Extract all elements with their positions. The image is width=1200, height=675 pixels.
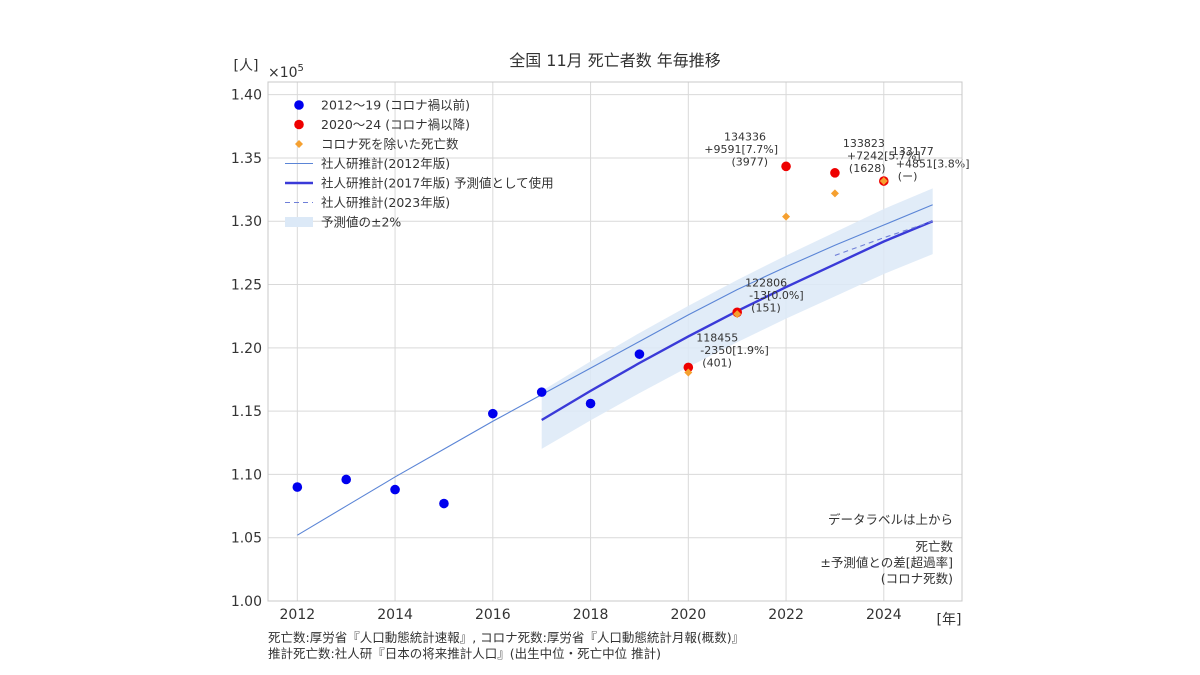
y-tick-label: 1.35 xyxy=(231,151,262,167)
x-tick-label: 2022 xyxy=(768,607,804,623)
data-label-line: (ー) xyxy=(898,170,918,183)
point-pre-covid xyxy=(634,349,645,359)
series-line-p2012 xyxy=(297,204,933,536)
legend-label: 社人研推計(2012年版) xyxy=(321,156,450,171)
data-label-line: (401) xyxy=(702,356,732,369)
data-label-line: (1628) xyxy=(849,162,886,175)
x-tick-label: 2014 xyxy=(377,607,413,623)
prediction-band xyxy=(541,188,933,449)
legend-label: コロナ死を除いた死亡数 xyxy=(321,137,459,152)
data-label-line: +7242[5.7%] xyxy=(847,149,921,162)
x-tick-label: 2024 xyxy=(866,607,902,623)
point-post-covid xyxy=(683,362,694,373)
note-box: データラベルは上から 死亡数 ±予測値との差[超過率] (コロナ死数) xyxy=(820,512,953,586)
point-excluding-covid xyxy=(830,189,839,198)
data-label-line: 134336 xyxy=(724,130,766,143)
point-post-covid xyxy=(781,161,791,172)
point-pre-covid xyxy=(292,482,303,492)
x-tick-label: 2018 xyxy=(573,607,609,623)
y-multiplier-base: ×10 xyxy=(268,65,298,81)
data-label-line: +9591[7.7%] xyxy=(704,143,778,156)
point-pre-covid xyxy=(390,484,400,495)
legend-marker xyxy=(294,119,304,130)
x-tick-label: 2012 xyxy=(280,607,316,623)
legend-label: 社人研推計(2023年版) xyxy=(321,195,450,210)
y-tick-label: 1.40 xyxy=(231,88,262,104)
data-points-layer xyxy=(292,161,889,509)
legend-label: 2012～19 (コロナ禍以前) xyxy=(321,98,470,113)
y-tick-label: 1.30 xyxy=(231,214,262,230)
data-label-line: 122806 xyxy=(745,276,787,289)
point-excluding-covid xyxy=(733,310,742,319)
y-tick-label: 1.25 xyxy=(231,278,262,294)
data-label-line: -13[0.0%] xyxy=(749,289,804,302)
note-line: 死亡数 xyxy=(915,539,953,554)
y-tick-label: 1.00 xyxy=(231,594,262,610)
y-multiplier-exponent: 5 xyxy=(298,63,304,74)
point-excluding-covid xyxy=(684,368,693,377)
source-line: 推計死亡数:社人研『日本の将来推計人口』(出生中位・死亡中位 推計) xyxy=(268,646,661,661)
legend-label: 予測値の±2% xyxy=(321,215,401,230)
x-axis-label: [年] xyxy=(937,612,962,628)
data-label-line: (151) xyxy=(751,301,781,314)
point-pre-covid xyxy=(536,387,547,397)
point-pre-covid xyxy=(341,474,351,485)
data-label-line: -2350[1.9%] xyxy=(700,344,769,357)
y-tick-label: 1.15 xyxy=(231,404,262,420)
data-label-line: (3977) xyxy=(731,155,768,168)
note-line: ±予測値との差[超過率] xyxy=(820,555,953,570)
data-label-line: 133823 xyxy=(843,137,885,150)
y-tick-label: 1.10 xyxy=(231,467,262,483)
x-tick-label: 2020 xyxy=(670,607,706,623)
point-excluding-covid xyxy=(879,176,888,185)
y-tick-label: 1.05 xyxy=(231,531,262,547)
point-post-covid xyxy=(830,168,840,178)
point-excluding-covid xyxy=(782,212,791,221)
plot-frame xyxy=(267,81,963,602)
point-pre-covid xyxy=(585,398,596,409)
data-label-line: 118455 xyxy=(696,331,738,344)
note-header: データラベルは上から xyxy=(828,512,953,527)
axes-layer: 2012 2014 2016 2018 2020 2022 2024 1.00 1.05 1.10… xyxy=(231,81,963,623)
point-pre-covid xyxy=(488,408,498,419)
chart-title: 全国 11月 死亡者数 年毎推移 xyxy=(509,51,721,70)
legend-marker xyxy=(295,140,303,148)
y-multiplier: ×105 xyxy=(268,63,304,81)
data-label-line: +4851[3.8%] xyxy=(896,158,970,171)
data-label-line: 133177 xyxy=(892,145,934,158)
legend-marker xyxy=(294,100,304,110)
legend-marker xyxy=(285,217,313,227)
legend: 2012～19 (コロナ禍以前) 2020～24 (コロナ禍以降) コロナ死を除いた… xyxy=(285,98,554,230)
note-line: (コロナ死数) xyxy=(881,571,953,586)
legend-label: 社人研推計(2017年版) 予測値として使用 xyxy=(321,176,554,191)
source-line: 死亡数:厚労省『人口動態統計速報』, コロナ死数:厚労省『人口動態統計月報(概数… xyxy=(268,630,744,645)
point-pre-covid xyxy=(439,498,449,509)
y-axis-label: [人] xyxy=(234,58,259,74)
prediction-band-layer xyxy=(541,188,933,449)
legend-label: 2020～24 (コロナ禍以降) xyxy=(321,117,470,132)
y-tick-label: 1.20 xyxy=(231,341,262,357)
data-labels-layer: 118455-2350[1.9%](401) 122806-13[0.0%](15… xyxy=(696,130,969,369)
x-tick-label: 2016 xyxy=(475,607,511,623)
